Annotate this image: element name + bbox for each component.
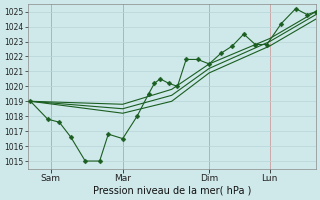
X-axis label: Pression niveau de la mer( hPa ): Pression niveau de la mer( hPa ) <box>92 186 251 196</box>
